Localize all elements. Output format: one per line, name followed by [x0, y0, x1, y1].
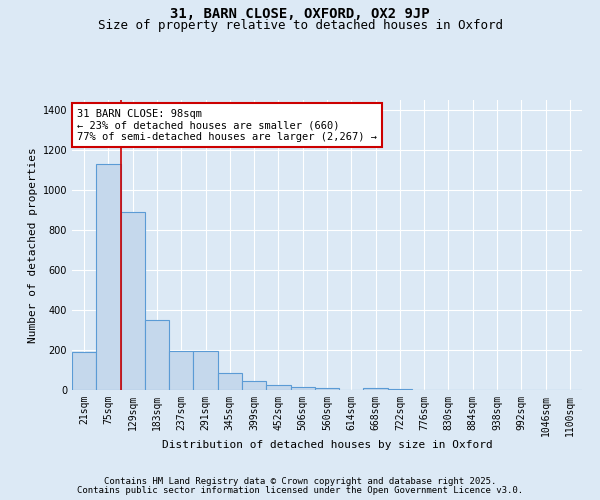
Text: 31 BARN CLOSE: 98sqm
← 23% of detached houses are smaller (660)
77% of semi-deta: 31 BARN CLOSE: 98sqm ← 23% of detached h…: [77, 108, 377, 142]
Bar: [242, 381, 266, 390]
Bar: [72, 352, 96, 390]
Bar: [193, 351, 218, 390]
Bar: [218, 373, 242, 390]
Bar: [96, 164, 121, 390]
Bar: [388, 389, 412, 390]
Bar: [290, 386, 315, 390]
Text: Contains HM Land Registry data © Crown copyright and database right 2025.: Contains HM Land Registry data © Crown c…: [104, 477, 496, 486]
Y-axis label: Number of detached properties: Number of detached properties: [28, 147, 38, 343]
Bar: [169, 351, 193, 390]
Bar: [121, 212, 145, 390]
Bar: [266, 385, 290, 390]
Text: Size of property relative to detached houses in Oxford: Size of property relative to detached ho…: [97, 18, 503, 32]
Text: Contains public sector information licensed under the Open Government Licence v3: Contains public sector information licen…: [77, 486, 523, 495]
X-axis label: Distribution of detached houses by size in Oxford: Distribution of detached houses by size …: [161, 440, 493, 450]
Text: 31, BARN CLOSE, OXFORD, OX2 9JP: 31, BARN CLOSE, OXFORD, OX2 9JP: [170, 8, 430, 22]
Bar: [315, 388, 339, 390]
Bar: [145, 320, 169, 390]
Bar: [364, 388, 388, 390]
